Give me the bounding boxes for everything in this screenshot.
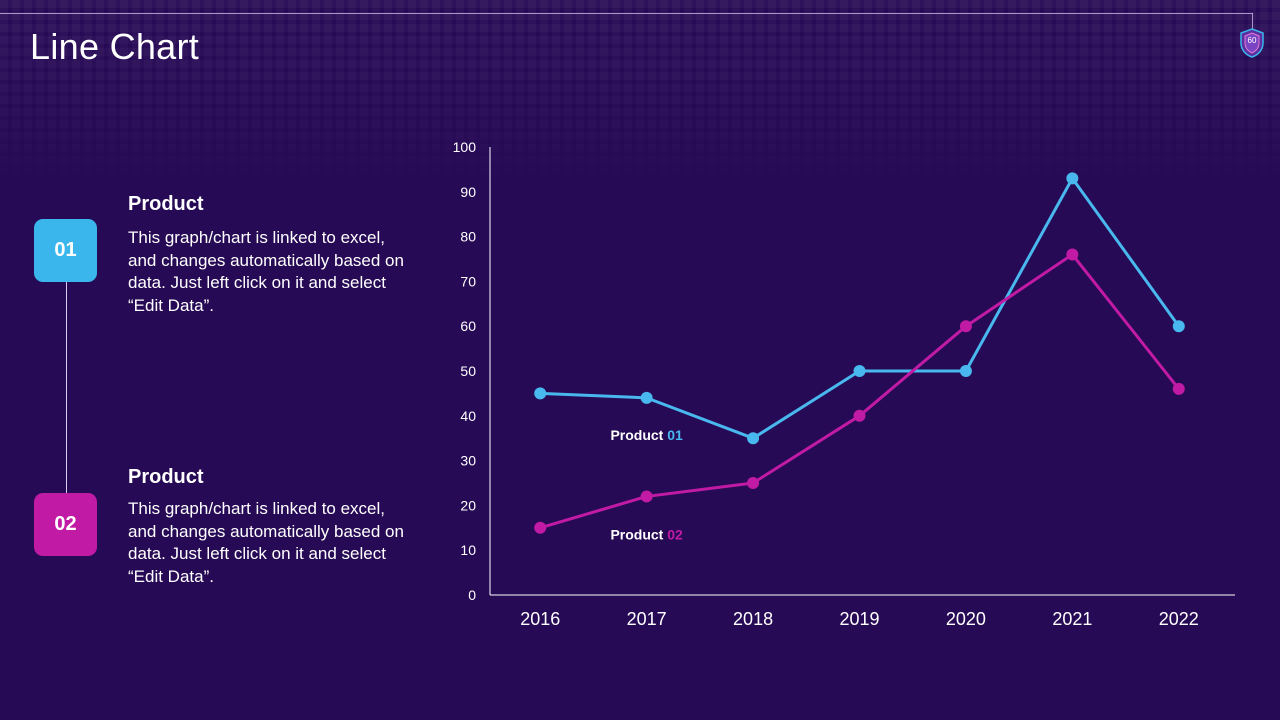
item-02-description: This graph/chart is linked to excel, and… [128, 499, 404, 586]
product-2-point-2021 [1066, 248, 1079, 261]
product-1-series-label-text: Product [610, 427, 667, 443]
y-tick-label-20: 20 [460, 497, 476, 513]
x-tick-label-2016: 2016 [520, 609, 560, 629]
y-tick-label-0: 0 [468, 587, 476, 603]
product-1-series-label: Product 01 [610, 427, 683, 443]
product-1-point-2020 [959, 365, 972, 377]
line-chart[interactable]: 0 10 20 30 40 50 60 70 80 90 100 2016 2017 2018 2019 20… [420, 130, 1260, 650]
product-2-point-2018 [747, 477, 760, 489]
item-02-heading: Product [128, 466, 204, 488]
product-1-series-line [540, 176, 1181, 440]
top-rule-drop [1252, 13, 1253, 29]
item-01-heading: Product [128, 193, 204, 215]
product-1-point-2018 [747, 432, 760, 445]
product-1-point-2017 [640, 391, 653, 404]
page-title: Line Chart [30, 26, 200, 67]
y-tick-label-100: 100 [453, 139, 477, 155]
x-tick-label-2018: 2018 [733, 609, 773, 629]
product-2-point-2016 [534, 521, 547, 534]
item-01-description: This graph/chart is linked to excel, and… [128, 228, 404, 315]
product-2-point-2022 [1172, 382, 1185, 395]
y-tick-label-50: 50 [460, 363, 476, 379]
x-tick-label-2017: 2017 [627, 609, 667, 629]
y-tick-label-10: 10 [460, 542, 476, 558]
product-2-series-label-number: 02 [667, 526, 683, 542]
x-tick-label-2020: 2020 [946, 609, 986, 629]
y-tick-label-90: 90 [460, 184, 476, 200]
product-1-point-2019 [853, 365, 866, 377]
y-tick-label-80: 80 [460, 229, 476, 245]
item-02-number-box: 02 [34, 493, 97, 556]
y-tick-label-70: 70 [460, 273, 476, 289]
step-connector-line [66, 280, 67, 495]
product-1-point-2016 [534, 387, 547, 400]
page-number: 60 [1247, 36, 1257, 45]
product-1-point-2021 [1066, 172, 1079, 185]
x-tick-label-2022: 2022 [1159, 609, 1199, 629]
page-number-badge: 60 [1239, 28, 1265, 58]
top-rule [0, 13, 1253, 14]
shield-icon [1240, 28, 1264, 58]
background-texture [0, 0, 1280, 200]
x-tick-label-2019: 2019 [839, 609, 879, 629]
y-tick-label-60: 60 [460, 318, 476, 334]
product-1-point-2022 [1172, 320, 1185, 333]
y-tick-label-30: 30 [460, 453, 476, 469]
product-2-point-2020 [959, 320, 972, 333]
y-tick-label-40: 40 [460, 408, 476, 424]
product-2-series-label-text: Product [610, 526, 667, 542]
product-2-series-line [539, 253, 1180, 530]
product-2-point-2019 [853, 409, 866, 422]
product-2-series-label: Product 02 [610, 526, 683, 542]
x-tick-label-2021: 2021 [1052, 609, 1092, 629]
product-2-point-2017 [640, 490, 653, 503]
product-1-series-label-number: 01 [667, 427, 683, 443]
item-01-number-box: 01 [34, 219, 97, 282]
